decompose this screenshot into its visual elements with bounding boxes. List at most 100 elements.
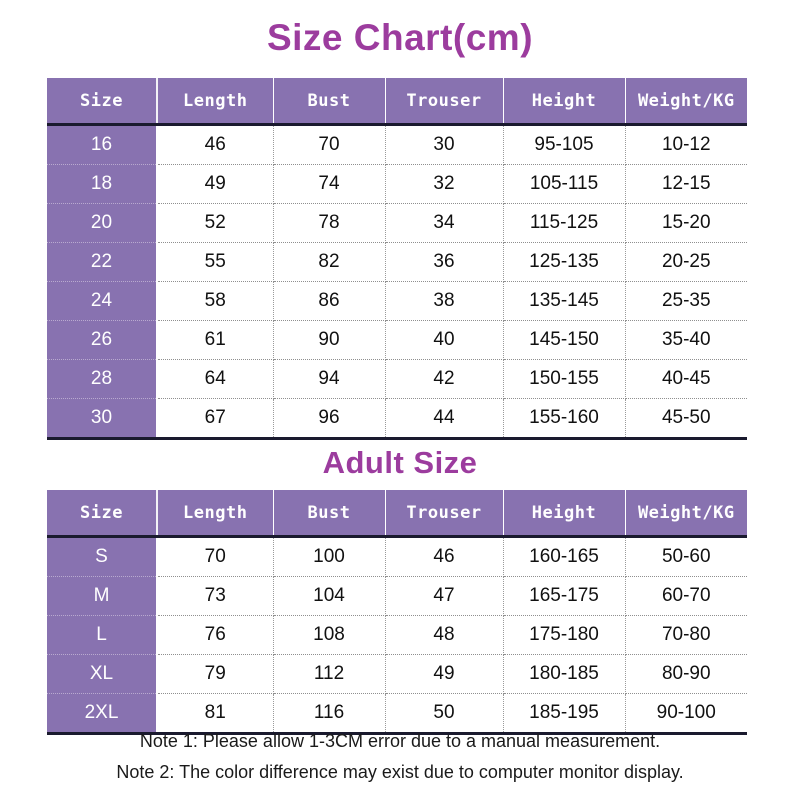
table-header-row: Size Length Bust Trouser Height Weight/K… [47,78,747,126]
cell-size: 26 [47,320,158,360]
cell-trouser: 48 [385,615,504,655]
cell-bust: 94 [273,359,386,399]
table-row: 2XL 81 116 50 185-195 90-100 [47,693,747,735]
table-row: S 70 100 46 160-165 50-60 [47,536,747,577]
cell-height: 160-165 [503,536,626,577]
cell-height: 95-105 [503,124,626,165]
cell-weight: 15-20 [625,203,747,243]
cell-length: 55 [157,242,274,282]
table-header-row: Size Length Bust Trouser Height Weight/K… [47,490,747,538]
cell-size: 18 [47,164,158,204]
cell-bust: 70 [273,124,386,165]
cell-height: 180-185 [503,654,626,694]
page-title: Size Chart(cm) [266,17,534,58]
cell-bust: 86 [273,281,386,321]
cell-length: 46 [157,124,274,165]
cell-weight: 35-40 [625,320,747,360]
table-row: M 73 104 47 165-175 60-70 [47,576,747,616]
cell-bust: 74 [273,164,386,204]
cell-size: L [47,615,158,655]
column-header-size: Size [47,490,158,538]
note-line-1: Note 1: Please allow 1-3CM error due to … [139,731,661,751]
cell-length: 58 [157,281,274,321]
column-header-height: Height [503,490,626,538]
column-header-weight: Weight/KG [625,490,747,538]
cell-size: 30 [47,398,158,440]
cell-weight: 12-15 [625,164,747,204]
column-header-size: Size [47,78,158,126]
cell-length: 64 [157,359,274,399]
column-header-bust: Bust [273,490,386,538]
cell-length: 67 [157,398,274,440]
cell-length: 70 [157,536,274,577]
column-header-height: Height [503,78,626,126]
cell-weight: 60-70 [625,576,747,616]
cell-size: 20 [47,203,158,243]
cell-length: 79 [157,654,274,694]
cell-length: 61 [157,320,274,360]
cell-size: 28 [47,359,158,399]
cell-weight: 80-90 [625,654,747,694]
cell-length: 52 [157,203,274,243]
adult-table-body: S 70 100 46 160-165 50-60 M 73 104 47 16… [47,536,747,735]
kids-table-body: 16 46 70 30 95-105 10-12 18 49 74 32 105… [47,124,747,440]
table-row: XL 79 112 49 180-185 80-90 [47,654,747,694]
cell-trouser: 40 [385,320,504,360]
cell-height: 165-175 [503,576,626,616]
table-row: 30 67 96 44 155-160 45-50 [47,398,747,440]
table-row: 18 49 74 32 105-115 12-15 [47,164,747,204]
cell-trouser: 32 [385,164,504,204]
notes-section: Note 1: Please allow 1-3CM error due to … [0,726,800,788]
cell-height: 115-125 [503,203,626,243]
cell-trouser: 47 [385,576,504,616]
cell-weight: 50-60 [625,536,747,577]
column-header-length: Length [157,78,274,126]
cell-size: 16 [47,124,158,165]
cell-weight: 90-100 [625,693,747,735]
kids-table-header: Size Length Bust Trouser Height Weight/K… [47,78,747,126]
cell-length: 73 [157,576,274,616]
adult-size-title: Adult Size [322,445,478,480]
table-row: 26 61 90 40 145-150 35-40 [47,320,747,360]
cell-size: 2XL [47,693,158,735]
cell-bust: 108 [273,615,386,655]
table-row: 20 52 78 34 115-125 15-20 [47,203,747,243]
table-row: L 76 108 48 175-180 70-80 [47,615,747,655]
cell-height: 175-180 [503,615,626,655]
column-header-weight: Weight/KG [625,78,747,126]
adult-size-table: Size Length Bust Trouser Height Weight/K… [47,490,747,735]
column-header-trouser: Trouser [385,78,504,126]
table-row: 28 64 94 42 150-155 40-45 [47,359,747,399]
cell-size: XL [47,654,158,694]
cell-height: 125-135 [503,242,626,282]
adult-table-header: Size Length Bust Trouser Height Weight/K… [47,490,747,538]
cell-bust: 112 [273,654,386,694]
cell-trouser: 34 [385,203,504,243]
cell-bust: 96 [273,398,386,440]
cell-weight: 40-45 [625,359,747,399]
cell-weight: 25-35 [625,281,747,321]
cell-trouser: 50 [385,693,504,735]
cell-size: 22 [47,242,158,282]
cell-trouser: 46 [385,536,504,577]
column-header-length: Length [157,490,274,538]
cell-length: 49 [157,164,274,204]
cell-bust: 78 [273,203,386,243]
cell-height: 150-155 [503,359,626,399]
cell-bust: 116 [273,693,386,735]
cell-trouser: 38 [385,281,504,321]
cell-height: 145-150 [503,320,626,360]
cell-size: M [47,576,158,616]
cell-trouser: 49 [385,654,504,694]
cell-height: 105-115 [503,164,626,204]
cell-height: 155-160 [503,398,626,440]
column-header-bust: Bust [273,78,386,126]
cell-bust: 100 [273,536,386,577]
cell-height: 135-145 [503,281,626,321]
cell-trouser: 44 [385,398,504,440]
cell-trouser: 36 [385,242,504,282]
cell-size: 24 [47,281,158,321]
column-header-trouser: Trouser [385,490,504,538]
cell-trouser: 30 [385,124,504,165]
